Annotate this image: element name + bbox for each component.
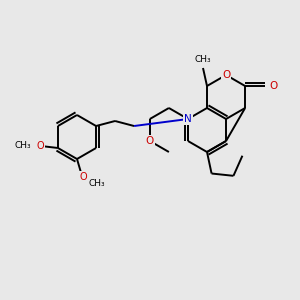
- Text: O: O: [79, 172, 87, 182]
- Text: O: O: [36, 141, 44, 151]
- Text: O: O: [269, 81, 277, 91]
- Text: O: O: [146, 136, 154, 146]
- Text: N: N: [184, 114, 192, 124]
- Text: O: O: [222, 70, 230, 80]
- Text: CH₃: CH₃: [195, 55, 211, 64]
- Text: CH₃: CH₃: [15, 142, 31, 151]
- Text: CH₃: CH₃: [89, 179, 105, 188]
